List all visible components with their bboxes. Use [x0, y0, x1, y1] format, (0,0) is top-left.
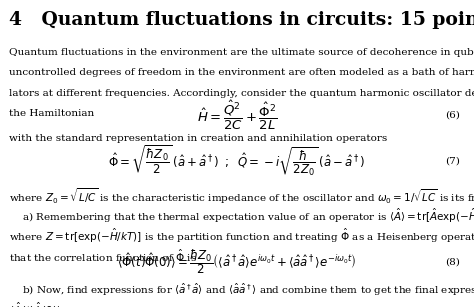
Text: $\hat{\Phi} = \sqrt{\dfrac{\hbar Z_0}{2}}\,(\hat{a} + \hat{a}^\dagger) \;\;;\;\;: $\hat{\Phi} = \sqrt{\dfrac{\hbar Z_0}{2}… [108, 144, 366, 178]
Text: a) Remembering that the thermal expectation value of an operator is $\langle \ha: a) Remembering that the thermal expectat… [9, 206, 474, 225]
Text: (6): (6) [445, 111, 460, 120]
Text: the Hamiltonian: the Hamiltonian [9, 109, 95, 118]
Text: 4   Quantum fluctuations in circuits: 15 points: 4 Quantum fluctuations in circuits: 15 p… [9, 11, 474, 29]
Text: with the standard representation in creation and annihilation operators: with the standard representation in crea… [9, 134, 388, 143]
Text: that the correlation function of $\hat{\Phi}$ is: that the correlation function of $\hat{\… [9, 247, 197, 264]
Text: where $Z = \mathrm{tr}[\exp(-\hat{H}/kT)]$ is the partition function and treatin: where $Z = \mathrm{tr}[\exp(-\hat{H}/kT)… [9, 227, 474, 245]
Text: $\hat{H} = \dfrac{\hat{Q}^2}{2C} + \dfrac{\hat{\Phi}^2}{2L}$: $\hat{H} = \dfrac{\hat{Q}^2}{2C} + \dfra… [197, 99, 277, 132]
Text: (8): (8) [445, 257, 460, 266]
Text: lators at different frequencies. Accordingly, consider the quantum harmonic osci: lators at different frequencies. Accordi… [9, 89, 474, 98]
Text: (7): (7) [445, 157, 460, 166]
Text: uncontrolled degrees of freedom in the environment are often modeled as a bath o: uncontrolled degrees of freedom in the e… [9, 68, 474, 77]
Text: $\langle \hat{\Phi}(t)\hat{\Phi}(0) \rangle = \dfrac{\hbar Z_0}{2}\left( \langle: $\langle \hat{\Phi}(t)\hat{\Phi}(0) \ran… [117, 247, 357, 276]
Text: Quantum fluctuations in the environment are the ultimate source of decoherence i: Quantum fluctuations in the environment … [9, 48, 474, 56]
Text: b) Now, find expressions for $\langle \hat{a}^\dagger \hat{a} \rangle$ and $\lan: b) Now, find expressions for $\langle \h… [9, 282, 474, 298]
Text: where $Z_0 = \sqrt{L/C}$ is the characteristic impedance of the oscillator and $: where $Z_0 = \sqrt{L/C}$ is the characte… [9, 187, 474, 206]
Text: $\langle \hat{\Phi}(t)\hat{\Phi}(0) \rangle$.: $\langle \hat{\Phi}(t)\hat{\Phi}(0) \ran… [9, 301, 65, 307]
